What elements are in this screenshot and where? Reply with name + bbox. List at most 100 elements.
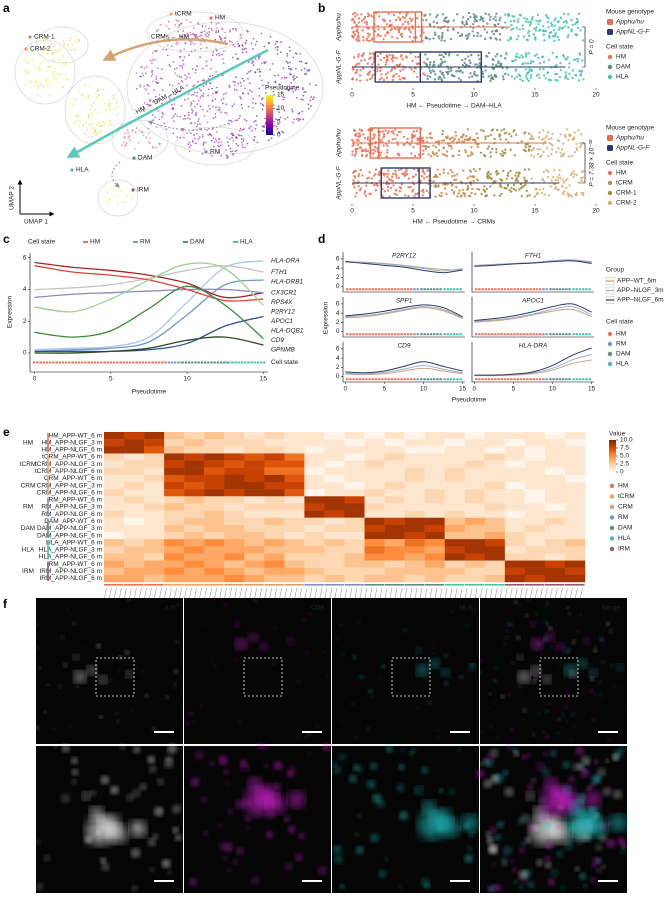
cell-state-strip (407, 288, 409, 290)
heatmap-cell (425, 468, 445, 475)
gene-label-mark (570, 588, 572, 598)
cell-dot (107, 192, 109, 194)
cell-dot (553, 29, 555, 31)
cell-dot (124, 132, 126, 134)
cell-dot (255, 103, 257, 105)
cell-dot (188, 93, 190, 95)
cell-dot (559, 177, 561, 179)
cell-dot (208, 28, 210, 30)
cell-dot (490, 134, 492, 136)
cell-dot (436, 22, 438, 24)
micrograph-speck (253, 598, 257, 602)
cell-dot (149, 142, 151, 144)
cell-state-strip (263, 361, 265, 363)
heatmap-cell (345, 468, 365, 475)
heatmap-cell (164, 496, 184, 503)
cell-dot (532, 16, 534, 18)
micrograph-speck (72, 769, 79, 776)
cell-state-strip (346, 333, 348, 335)
cell-dot (578, 13, 580, 15)
cell-state-strip (359, 333, 361, 335)
cell-dot (537, 148, 539, 150)
heatmap-cell (425, 561, 445, 568)
cell-dot (194, 138, 196, 140)
cell-state-strip (439, 378, 441, 380)
cell-dot (458, 154, 460, 156)
heatmap-cell (565, 496, 585, 503)
y-tick-label: 6 (23, 254, 27, 261)
cell-dot (560, 155, 562, 157)
cell-dot (113, 95, 115, 97)
heatmap-cell (385, 475, 405, 482)
micrograph-speck (132, 885, 138, 891)
micrograph-speck (565, 720, 567, 722)
cell-dot (165, 49, 167, 51)
cell-dot (399, 78, 401, 80)
cell-dot (239, 96, 241, 98)
cell-dot (499, 183, 501, 185)
micrograph-speck (540, 815, 547, 822)
cell-state-strip (497, 333, 499, 335)
cell-state-strip (375, 288, 377, 290)
cell-dot (447, 172, 449, 174)
cell-dot (486, 31, 488, 33)
micrograph-speck (165, 756, 170, 761)
gene-label-mark (565, 588, 567, 598)
heatmap-cell (385, 525, 405, 532)
heatmap-cell (264, 439, 284, 446)
micrograph-speck (522, 754, 527, 759)
cell-dot (522, 80, 524, 82)
micrograph-speck (599, 693, 603, 697)
micrograph-speck (223, 842, 233, 852)
heatmap-cell (144, 496, 164, 503)
cell-dot (205, 36, 207, 38)
heatmap-cell (345, 546, 365, 553)
cell-dot (357, 135, 359, 137)
micrograph-speck (39, 666, 42, 669)
row-label: RM_APP-NLGF_6 m (41, 511, 102, 518)
cell-dot (81, 94, 83, 96)
legend-label: HLA (618, 535, 631, 542)
heatmap-cell (124, 511, 144, 518)
cell-dot (51, 86, 53, 88)
cell-dot (537, 23, 539, 25)
cell-dot (217, 109, 219, 111)
cell-state-strip (97, 361, 99, 363)
heatmap-cell (244, 553, 264, 560)
cell-dot (403, 136, 405, 138)
cell-dot (516, 53, 518, 55)
cell-dot (465, 35, 467, 37)
micrograph-speck (594, 776, 601, 783)
cell-dot (216, 54, 218, 56)
micrograph-speck (535, 612, 538, 615)
cell-dot (363, 18, 365, 20)
micrograph-speck (154, 807, 164, 817)
cell-dot (152, 59, 154, 61)
heatmap-cell (385, 532, 405, 539)
cell-dot (181, 67, 183, 69)
heatmap-cell (545, 461, 565, 468)
cell-dot (180, 23, 182, 25)
cell-dot (191, 108, 193, 110)
heatmap-cell (304, 432, 324, 439)
micrograph-signal (518, 671, 530, 683)
gene-label-mark (320, 588, 322, 598)
micrograph-speck (304, 735, 307, 738)
micrograph-speck (495, 834, 502, 841)
micrograph-speck (601, 716, 603, 718)
cell-dot (473, 71, 475, 73)
cell-state-strip (436, 378, 438, 380)
cell-dot (422, 171, 424, 173)
cell-dot (53, 59, 55, 61)
cell-dot (185, 78, 187, 80)
cell-dot (237, 83, 239, 85)
micrograph-signal (589, 669, 597, 677)
cell-state-strip (433, 378, 435, 380)
heatmap-cell (284, 503, 304, 510)
cell-dot (476, 63, 478, 65)
cell-dot (146, 66, 148, 68)
heatmap-cell (144, 468, 164, 475)
cell-dot (197, 124, 199, 126)
cell-dot (393, 14, 395, 16)
micrograph-speck (545, 703, 547, 705)
